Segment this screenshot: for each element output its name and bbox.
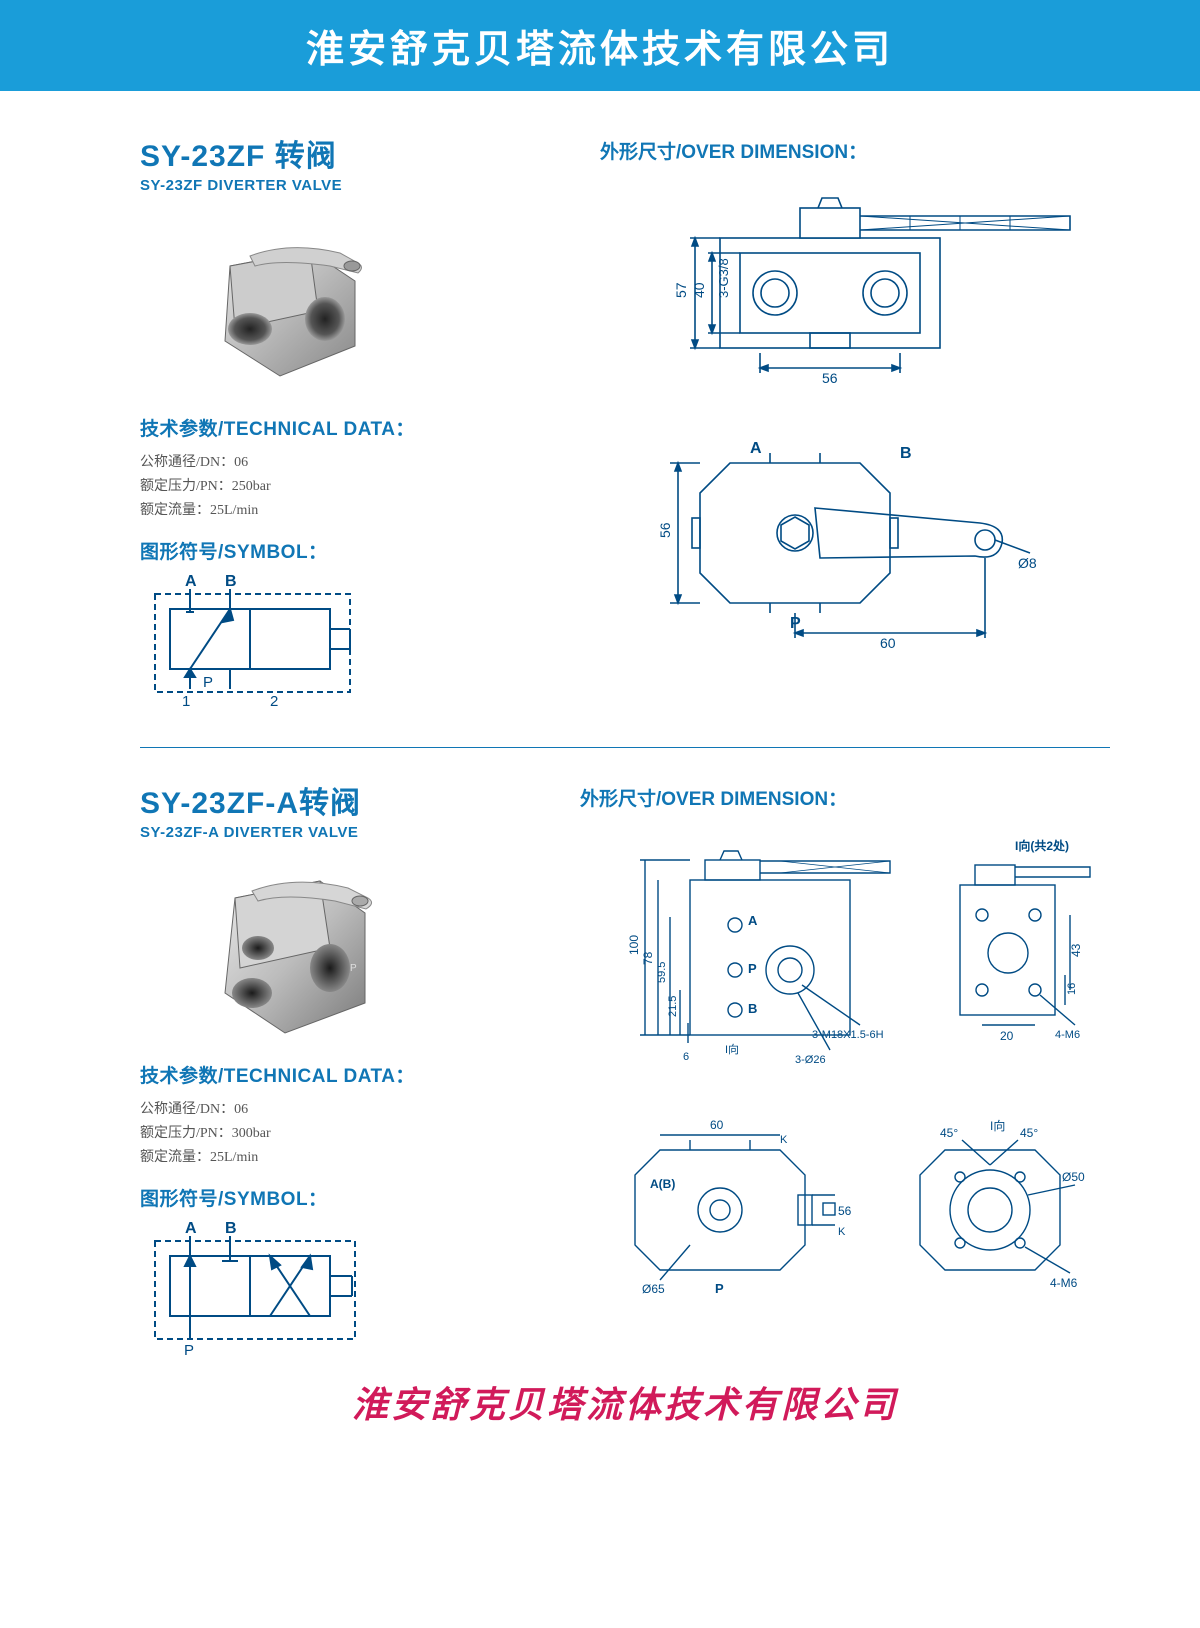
p2-dim-front: A P B 100 78 59.5 21.5 6 3-M bbox=[580, 825, 910, 1075]
svg-text:Ø50: Ø50 bbox=[1062, 1170, 1085, 1184]
svg-text:78: 78 bbox=[641, 951, 655, 965]
header-bar: 淮安舒克贝塔流体技术有限公司 bbox=[0, 0, 1200, 91]
p2-title-en: SY-23ZF-A DIVERTER VALVE bbox=[140, 824, 540, 841]
p1-dim-title: 外形尺寸/OVER DIMENSION： bbox=[600, 137, 1110, 164]
svg-text:I向(共2处): I向(共2处) bbox=[1015, 838, 1069, 853]
p2-symbol-svg: A B P bbox=[140, 1221, 380, 1361]
p2-dim-top: 60 A(B) P 56 Ø65 K K bbox=[580, 1095, 880, 1305]
p1-spec-2: 额定流量：25L/min bbox=[140, 499, 560, 519]
p2-photo: P bbox=[170, 853, 410, 1043]
svg-text:60: 60 bbox=[710, 1118, 724, 1132]
svg-text:A: A bbox=[750, 440, 762, 457]
svg-text:45°: 45° bbox=[940, 1126, 958, 1140]
p1-photo bbox=[170, 206, 410, 396]
product-2: SY-23ZF-A转阀 SY-23ZF-A DIVERTER VALVE bbox=[140, 778, 1110, 1366]
svg-text:K: K bbox=[780, 1134, 788, 1146]
p1-dim-view1: 57 40 3-G3/8 56 bbox=[600, 178, 1080, 388]
svg-text:P: P bbox=[203, 674, 213, 691]
svg-text:100: 100 bbox=[627, 935, 641, 955]
p1-title-en: SY-23ZF DIVERTER VALVE bbox=[140, 177, 560, 194]
p2-dim-title: 外形尺寸/OVER DIMENSION： bbox=[580, 784, 1110, 811]
svg-text:60: 60 bbox=[880, 635, 896, 651]
svg-text:3-Ø26: 3-Ø26 bbox=[795, 1054, 826, 1066]
svg-text:20: 20 bbox=[1000, 1029, 1014, 1043]
p2-dim-iview: 45° 45° I向 Ø50 4-M6 bbox=[890, 1095, 1110, 1305]
svg-text:Ø65: Ø65 bbox=[642, 1282, 665, 1296]
p2-title-cn: SY-23ZF-A转阀 bbox=[140, 778, 540, 822]
p1-dim-view2: A B P 56 60 Ø8 bbox=[600, 413, 1080, 653]
p1-symbol-title: 图形符号/SYMBOL： bbox=[140, 537, 560, 564]
svg-text:Ø8: Ø8 bbox=[1018, 555, 1037, 571]
svg-text:57: 57 bbox=[673, 282, 689, 298]
svg-text:40: 40 bbox=[691, 282, 707, 298]
p2-spec-0: 公称通径/DN：06 bbox=[140, 1098, 540, 1118]
p2-tech-title: 技术参数/TECHNICAL DATA： bbox=[140, 1061, 540, 1088]
p2-dim-side: I向(共2处) 43 16 20 4-M6 bbox=[920, 825, 1110, 1075]
svg-text:6: 6 bbox=[683, 1051, 689, 1063]
svg-text:I向: I向 bbox=[725, 1042, 739, 1056]
svg-text:59.5: 59.5 bbox=[656, 962, 668, 983]
p1-tech-title: 技术参数/TECHNICAL DATA： bbox=[140, 414, 560, 441]
p2-symbol-title: 图形符号/SYMBOL： bbox=[140, 1184, 540, 1211]
p2-spec-1: 额定压力/PN：300bar bbox=[140, 1122, 540, 1142]
p1-title-cn: SY-23ZF 转阀 bbox=[140, 131, 560, 175]
header-company: 淮安舒克贝塔流体技术有限公司 bbox=[0, 18, 1200, 73]
svg-text:1: 1 bbox=[182, 693, 190, 710]
footer-company: 淮安舒克贝塔流体技术有限公司 bbox=[140, 1376, 1110, 1428]
svg-text:P: P bbox=[715, 1281, 724, 1296]
svg-text:I向: I向 bbox=[990, 1118, 1005, 1133]
svg-text:A: A bbox=[748, 913, 758, 928]
svg-text:16: 16 bbox=[1066, 983, 1078, 995]
svg-text:B: B bbox=[900, 445, 912, 462]
svg-text:B: B bbox=[748, 1001, 757, 1016]
svg-text:56: 56 bbox=[822, 370, 838, 386]
svg-text:4-M6: 4-M6 bbox=[1055, 1029, 1080, 1041]
svg-text:43: 43 bbox=[1069, 943, 1083, 957]
svg-text:K: K bbox=[838, 1226, 846, 1238]
svg-text:P: P bbox=[748, 961, 757, 976]
svg-text:4-M6: 4-M6 bbox=[1050, 1276, 1078, 1290]
svg-text:A: A bbox=[185, 1221, 197, 1237]
svg-text:B: B bbox=[225, 574, 237, 590]
p2-spec-2: 额定流量：25L/min bbox=[140, 1146, 540, 1166]
svg-text:A(B): A(B) bbox=[650, 1177, 675, 1191]
product-1: SY-23ZF 转阀 SY-23ZF DIVERTER VALVE bbox=[140, 131, 1110, 719]
p1-symbol-svg: A B P 1 2 bbox=[140, 574, 380, 714]
svg-text:56: 56 bbox=[657, 522, 673, 538]
divider bbox=[140, 747, 1110, 748]
svg-text:2: 2 bbox=[270, 693, 278, 710]
p1-spec-1: 额定压力/PN：250bar bbox=[140, 475, 560, 495]
svg-text:3-G3/8: 3-G3/8 bbox=[716, 258, 731, 298]
p1-spec-0: 公称通径/DN：06 bbox=[140, 451, 560, 471]
svg-text:P: P bbox=[350, 963, 357, 974]
svg-text:56: 56 bbox=[838, 1204, 852, 1218]
svg-text:P: P bbox=[184, 1342, 194, 1359]
svg-text:B: B bbox=[225, 1221, 237, 1237]
svg-text:21.5: 21.5 bbox=[667, 996, 679, 1017]
svg-text:A: A bbox=[185, 574, 197, 590]
svg-text:3-M18X1.5-6H: 3-M18X1.5-6H bbox=[812, 1029, 884, 1041]
svg-text:45°: 45° bbox=[1020, 1126, 1038, 1140]
